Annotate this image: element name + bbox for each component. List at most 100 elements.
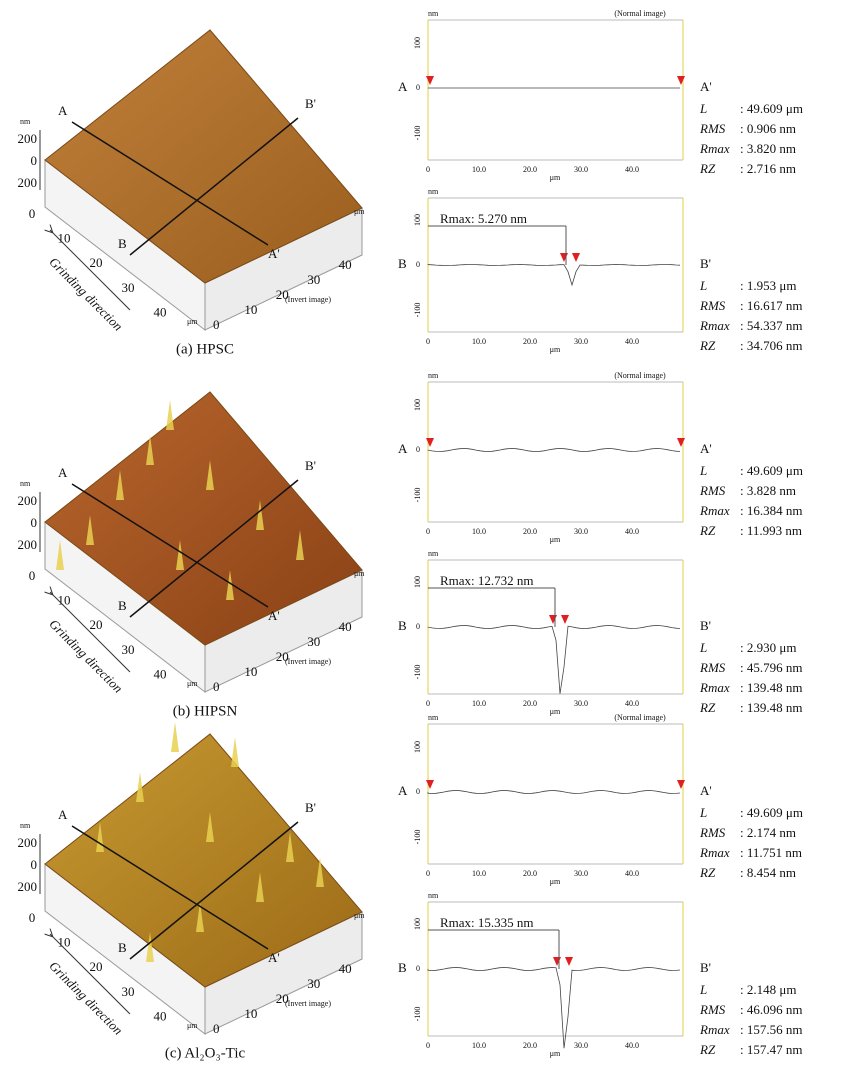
section-label: A [58,465,68,480]
section-label: B [118,940,127,955]
axis-unit: μm [187,317,198,326]
stat-label: Rmax [699,1022,730,1037]
cursor-marker [553,957,561,966]
y-tick-label: -100 [413,665,422,680]
cursor-marker [677,76,685,85]
profile-trace [428,791,680,794]
section-label: B [118,236,127,251]
x-tick-label: 30.0 [574,869,588,878]
stat-label: L [699,640,707,655]
x-tick-label: 30.0 [574,337,588,346]
y-tick-label: 100 [413,918,422,930]
z-unit: nm [20,821,31,830]
stat-label: Rmax [699,680,730,695]
stat-label: RZ [699,865,716,880]
cursor-marker [572,253,580,262]
axis-tick-label: 30 [122,280,135,295]
stat-label: RZ [699,338,716,353]
z-unit: nm [20,117,31,126]
x-tick-label: 0 [426,337,430,346]
axis-tick-label: 0 [213,679,220,694]
axis-unit: μm [354,207,365,216]
z-tick-label: 0 [31,515,38,530]
y-tick-label: 0 [416,622,420,631]
axis-tick-label: 30 [307,272,320,287]
profile-trace [428,449,680,452]
stat-value: : 34.706 nm [740,338,802,353]
y-tick-label: 100 [413,399,422,411]
x-tick-label: 20.0 [523,337,537,346]
section-label: A' [268,246,280,261]
y-tick-label: 0 [416,260,420,269]
stat-label: Rmax [699,503,730,518]
stat-value: : 139.48 nm [740,700,802,715]
stat-value: : 1.953 μm [740,278,796,293]
stat-value: : 45.796 nm [740,660,802,675]
y-tick-label: -100 [413,126,422,141]
axis-tick-label: 0 [213,1021,220,1036]
profile-start: A [398,79,408,94]
x-unit: μm [550,345,561,354]
axis-tick-label: 20 [90,959,103,974]
y-tick-label: -100 [413,303,422,318]
stat-label: RMS [699,298,726,313]
axis-unit: μm [187,679,198,688]
z-tick-label: 200 [18,493,38,508]
axis-tick-label: 30 [307,634,320,649]
axis-tick-label: 40 [339,619,352,634]
stat-label: RZ [699,523,716,538]
profile-end: B' [700,618,711,633]
z-tick-label: 200 [18,835,38,850]
y-tick-label: 100 [413,37,422,49]
x-tick-label: 0 [426,699,430,708]
stat-label: L [699,278,707,293]
stat-value: : 49.609 μm [740,101,803,116]
profile-unit: nm [428,187,439,196]
y-tick-label: 0 [416,445,420,454]
axis-tick-label: 0 [29,206,36,221]
axis-unit: μm [354,911,365,920]
x-tick-label: 40.0 [625,337,639,346]
stat-value: : 139.48 nm [740,680,802,695]
x-unit: μm [550,707,561,716]
stat-value: : 11.993 nm [740,523,802,538]
profile-note: (Normal image) [614,371,666,380]
stat-label: RMS [699,1002,726,1017]
profile-start: B [398,960,407,975]
profile-unit: nm [428,549,439,558]
cursor-marker [549,615,557,624]
z-tick-label: 200 [18,537,38,552]
cursor-marker [426,76,434,85]
axis-unit: μm [354,569,365,578]
axis-tick-label: 30 [122,642,135,657]
stat-label: Rmax [699,845,730,860]
profile-trace [428,626,680,694]
cursor-marker [565,957,573,966]
stat-value: : 54.337 nm [740,318,802,333]
z-tick-label: 200 [18,175,38,190]
profile-unit: nm [428,371,439,380]
x-tick-label: 0 [426,869,430,878]
x-unit: μm [550,877,561,886]
axis-tick-label: 0 [213,317,220,332]
stat-value: : 16.617 nm [740,298,802,313]
axis-tick-label: 0 [29,568,36,583]
x-tick-label: 10.0 [472,165,486,174]
annotation: Rmax: 15.335 nm [440,915,534,930]
y-tick-label: 0 [416,787,420,796]
panel-caption: (a) HPSC [176,341,234,357]
stat-label: L [699,982,707,997]
panel-caption: (c) Al₂O₃-Tic [165,1045,246,1061]
axis-tick-label: 0 [29,910,36,925]
profile-note: (Normal image) [614,9,666,18]
stat-label: L [699,101,707,116]
stat-label: RMS [699,121,726,136]
y-tick-label: 0 [416,964,420,973]
image-note: (Invert image) [285,999,331,1008]
x-tick-label: 0 [426,1041,430,1050]
x-tick-label: 20.0 [523,869,537,878]
axis-tick-label: 20 [90,255,103,270]
section-label: B' [305,800,316,815]
stat-value: : 8.454 nm [740,865,796,880]
section-label: B' [305,458,316,473]
